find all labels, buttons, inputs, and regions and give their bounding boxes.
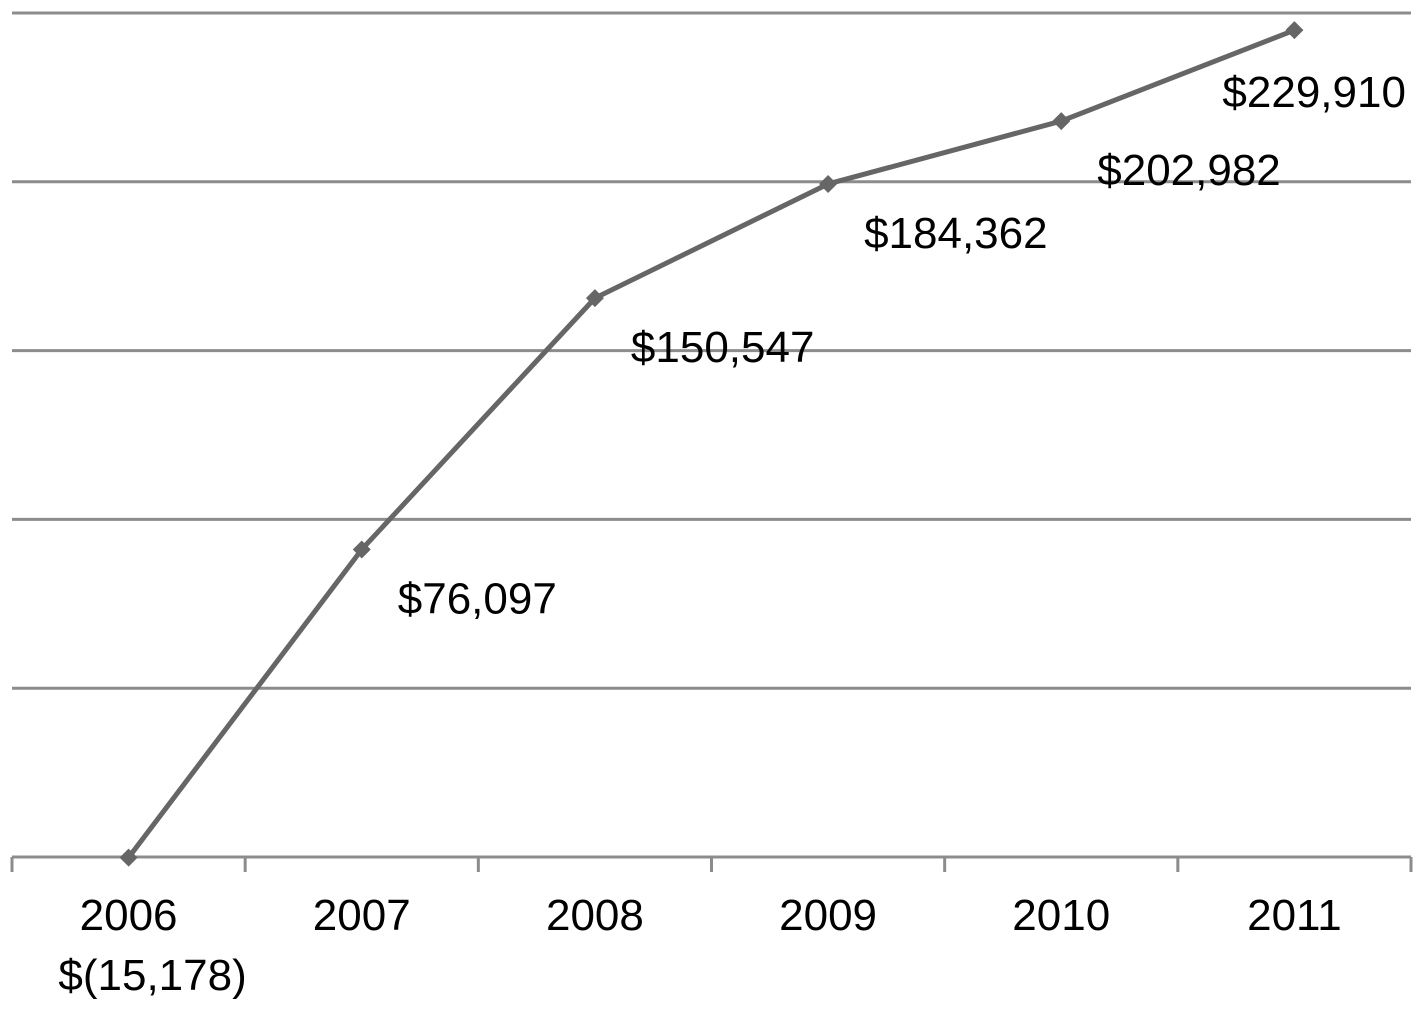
x-axis: 2006 2007 2008 2009 2010 2011: [10, 855, 1413, 940]
data-point: [1285, 21, 1304, 40]
data-label: $229,910: [1222, 68, 1406, 117]
x-tick-label: 2009: [779, 891, 877, 940]
gridlines: [12, 11, 1411, 690]
x-tick-label: 2010: [1012, 891, 1110, 940]
data-point: [119, 848, 138, 867]
data-point: [352, 540, 371, 559]
data-label: $202,982: [1097, 146, 1281, 195]
data-point: [1052, 112, 1071, 131]
data-label: $76,097: [398, 574, 557, 623]
data-label: $184,362: [864, 209, 1048, 258]
x-tick-label: 2007: [313, 891, 411, 940]
data-point: [819, 174, 838, 193]
x-tick-label: 2011: [1247, 891, 1342, 940]
data-label: $(15,178): [58, 951, 246, 1000]
data-label: $150,547: [631, 323, 815, 372]
series-line: [126, 27, 1296, 860]
data-point: [585, 289, 604, 308]
x-tick-label: 2006: [80, 891, 178, 940]
data-labels: $(15,178) $76,097 $150,547 $184,362 $202,982…: [58, 68, 1406, 1000]
x-tick-label: 2008: [546, 891, 644, 940]
series-layer: [119, 21, 1304, 867]
